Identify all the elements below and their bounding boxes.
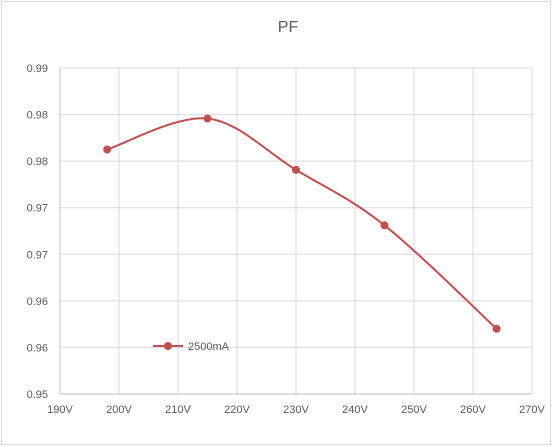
chart-title: PF: [278, 19, 299, 36]
x-tick-label: 240V: [342, 404, 368, 416]
data-point: [292, 165, 300, 174]
x-tick-label: 210V: [165, 404, 191, 416]
y-tick-label: 0.97: [27, 203, 48, 215]
x-tick-label: 200V: [106, 404, 132, 416]
x-tick-label: 190V: [47, 404, 73, 416]
x-tick-label: 220V: [224, 404, 250, 416]
legend: 2500mA: [153, 341, 230, 353]
data-point: [103, 145, 112, 154]
gridlines: [60, 67, 533, 394]
legend-marker: [164, 342, 172, 350]
y-tick-label: 0.96: [27, 342, 48, 354]
data-point: [203, 114, 212, 123]
data-point: [380, 221, 389, 230]
data-point: [492, 324, 501, 333]
series-line-0: [106, 117, 498, 330]
x-tick-label: 260V: [460, 404, 486, 416]
axes: 0.95 0.96 0.96 0.97 0.97 0.98 0.98 0.99 190V 200V…: [27, 63, 546, 416]
y-tick-label: 0.99: [27, 63, 48, 75]
series-layer: [103, 114, 501, 333]
x-tick-label: 250V: [401, 404, 427, 416]
y-tick-label: 0.96: [27, 296, 48, 308]
y-tick-label: 0.98: [27, 156, 48, 168]
y-tick-label: 0.95: [27, 389, 48, 401]
x-tick-label: 230V: [283, 404, 309, 416]
x-tick-label: 270V: [519, 404, 545, 416]
y-tick-label: 0.97: [27, 249, 48, 261]
legend-label: 2500mA: [188, 341, 230, 353]
y-tick-label: 0.98: [27, 110, 48, 122]
